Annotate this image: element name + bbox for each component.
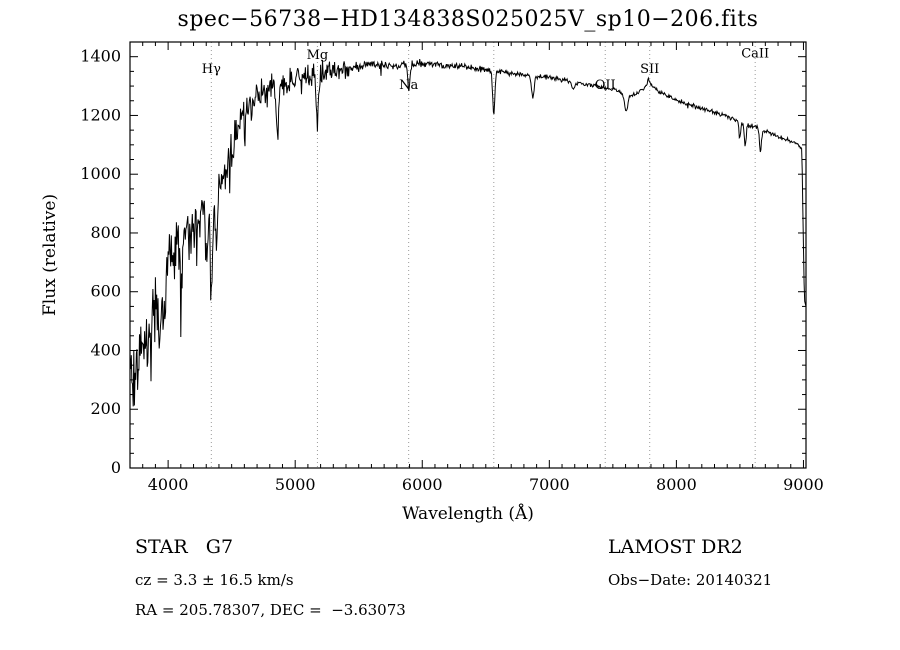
figure-title: spec−56738−HD134838S025025V_sp10−206.fit… [177, 7, 759, 32]
object-class-label: STAR G7 [135, 536, 234, 558]
x-axis-label: Wavelength (Å) [402, 504, 534, 524]
x-tick-label: 4000 [148, 475, 189, 494]
y-tick-label: 1000 [80, 164, 121, 183]
ra-dec-value: RA = 205.78307, DEC = −3.63073 [135, 601, 406, 619]
x-tick-label: 6000 [402, 475, 443, 494]
y-tick-label: 800 [90, 223, 121, 242]
spectral-line-label: Na [399, 78, 418, 93]
x-tick-label: 9000 [783, 475, 824, 494]
y-tick-label: 200 [90, 399, 121, 418]
spectrum-trace [129, 59, 807, 407]
plot-border [129, 41, 807, 469]
x-tick-label: 5000 [275, 475, 316, 494]
y-tick-label: 1200 [80, 105, 121, 124]
y-tick-label: 1400 [80, 47, 121, 66]
y-tick-label: 400 [90, 340, 121, 359]
survey-label: LAMOST DR2 [608, 536, 743, 558]
x-tick-label: 7000 [529, 475, 570, 494]
obs-date: Obs−Date: 20140321 [608, 571, 773, 589]
spectral-line-label: Hγ [202, 62, 221, 77]
cz-value: cz = 3.3 ± 16.5 km/s [135, 571, 294, 589]
y-tick-label: 600 [90, 282, 121, 301]
spectral-line-label: Mg [307, 48, 329, 63]
spectral-line-label: SII [640, 62, 659, 77]
spectral-line-label: CaII [741, 46, 769, 61]
x-tick-label: 8000 [656, 475, 697, 494]
y-tick-label: 0 [111, 458, 121, 477]
